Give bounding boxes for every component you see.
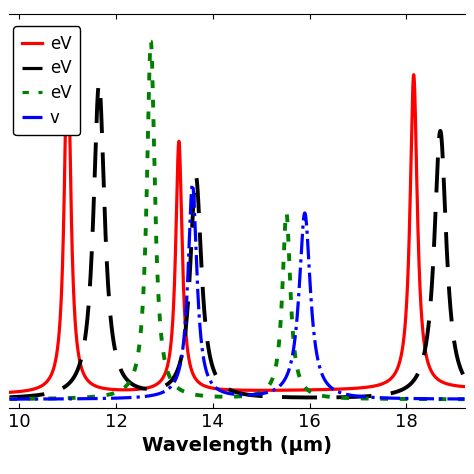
Legend: eV, eV, eV, v: eV, eV, eV, v bbox=[13, 27, 80, 135]
X-axis label: Wavelength (μm): Wavelength (μm) bbox=[142, 436, 332, 455]
